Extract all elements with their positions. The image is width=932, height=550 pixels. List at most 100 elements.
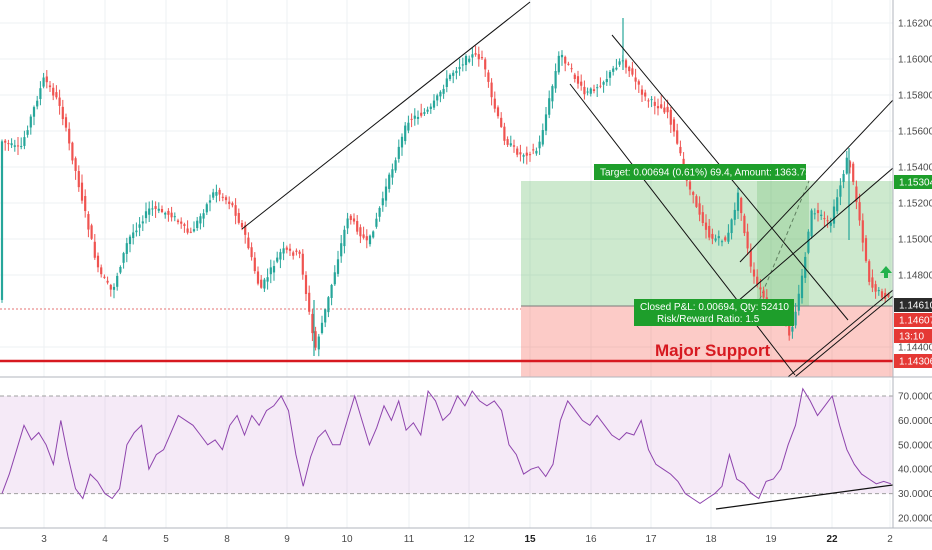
candle: [826, 215, 829, 228]
candle-body: [301, 253, 304, 275]
candle-body: [592, 89, 596, 92]
candle-body: [266, 277, 269, 282]
candle: [333, 265, 336, 286]
candle-body: [864, 238, 868, 261]
candle: [794, 303, 797, 329]
candle: [576, 70, 580, 89]
candle: [109, 283, 112, 297]
candle: [119, 265, 122, 275]
candle: [292, 250, 295, 260]
candle-body: [682, 158, 685, 167]
candle: [260, 274, 263, 289]
x-tick-label: 10: [341, 534, 353, 545]
candle: [816, 202, 820, 222]
candle-body: [688, 181, 692, 190]
candle: [864, 235, 868, 263]
candle-body: [141, 221, 144, 224]
candle: [615, 58, 618, 71]
candle-body: [103, 276, 106, 278]
candle: [490, 78, 493, 106]
price-tag: 1.14610: [894, 298, 932, 312]
y-tick-label: 1.15200: [898, 199, 932, 210]
candle: [487, 69, 490, 88]
candle: [45, 70, 48, 89]
candle-body: [381, 198, 384, 206]
candle-body: [583, 86, 586, 95]
price-tag: 13:10: [894, 329, 932, 343]
candle: [157, 202, 160, 214]
y-tick-label: 1.15400: [898, 163, 932, 174]
candle: [167, 208, 170, 222]
candle: [212, 188, 215, 200]
candle: [468, 55, 471, 64]
candle-body: [260, 279, 263, 288]
candle-body: [679, 146, 682, 154]
candle: [586, 87, 589, 96]
candle: [365, 229, 368, 249]
candle: [602, 80, 605, 93]
candle: [714, 234, 717, 243]
candle-body: [663, 107, 666, 113]
candle-body: [544, 114, 548, 131]
candle-body: [333, 272, 336, 285]
candle-body: [349, 215, 352, 220]
candle: [567, 61, 570, 66]
candle-body: [36, 100, 39, 107]
candle-body: [314, 331, 317, 348]
price-tag-label: 13:10: [899, 332, 924, 343]
candle: [324, 308, 327, 328]
candle: [656, 98, 660, 116]
candle: [391, 163, 394, 185]
candle-body: [861, 220, 864, 243]
y-tick-label: 1.16000: [898, 55, 932, 66]
candle-body: [762, 290, 765, 298]
candle-body: [714, 238, 717, 241]
candle: [151, 200, 154, 216]
candle-body: [144, 211, 148, 219]
candle-body: [436, 95, 439, 101]
candle: [676, 123, 679, 145]
candle: [356, 215, 359, 235]
candle: [800, 269, 804, 304]
candle-body: [224, 197, 228, 201]
candle: [125, 237, 128, 263]
candle: [512, 139, 516, 153]
candle-body: [295, 250, 298, 252]
candle-body: [426, 109, 429, 112]
candle: [196, 216, 199, 231]
rsi-band: [0, 396, 893, 494]
x-tick-label: 4: [102, 534, 108, 545]
candle-body: [52, 87, 55, 96]
candle-body: [810, 210, 813, 237]
candle-body: [256, 271, 260, 284]
candle-body: [42, 77, 45, 87]
candle: [797, 284, 800, 316]
candle-body: [650, 99, 653, 101]
trendline: [794, 295, 894, 378]
candle: [704, 214, 708, 239]
candle-body: [701, 212, 704, 224]
x-tick-label: 9: [284, 534, 290, 545]
candle-body: [154, 206, 157, 209]
candle: [820, 209, 823, 220]
candle-body: [250, 247, 253, 258]
candle: [618, 58, 621, 67]
candle-body: [16, 145, 20, 147]
candle-body: [548, 98, 551, 115]
candle-body: [829, 222, 832, 226]
candle: [461, 57, 464, 72]
candle-body: [845, 157, 848, 174]
candle-body: [615, 67, 618, 70]
candle-body: [759, 287, 762, 290]
up-arrow-icon: [880, 266, 892, 278]
candle: [26, 125, 29, 138]
candle: [138, 217, 141, 237]
candle: [394, 157, 397, 173]
candle-body: [7, 143, 10, 145]
candle: [327, 295, 330, 318]
candle-body: [308, 292, 311, 312]
candle: [544, 107, 548, 136]
closed-pl-text: Closed P&L: 0.00694, Qty: 52410: [640, 302, 789, 313]
trendline: [787, 289, 894, 378]
